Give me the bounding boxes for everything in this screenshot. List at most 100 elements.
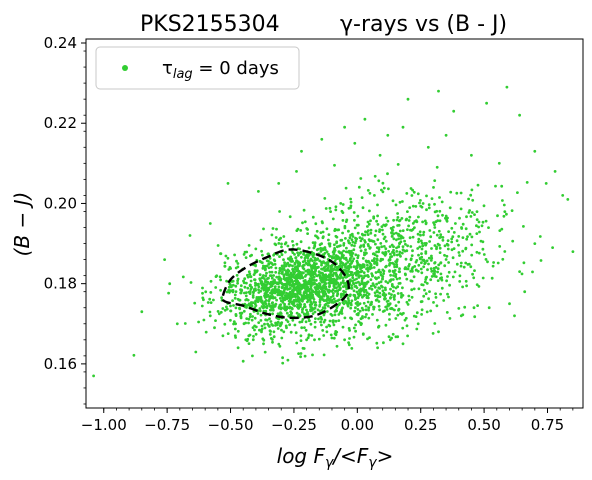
chart-title-right: γ-rays vs (B - J) [340, 12, 507, 37]
data-point [310, 281, 313, 285]
data-point [216, 310, 220, 313]
data-point [481, 220, 485, 224]
data-point [444, 133, 448, 137]
data-point [481, 247, 485, 251]
data-point [349, 197, 352, 201]
data-point [366, 294, 369, 298]
data-point [355, 273, 358, 277]
data-point [477, 251, 481, 255]
x-tick-label: 0.00 [341, 416, 374, 434]
data-point [420, 247, 424, 251]
data-point [370, 300, 373, 304]
data-point [395, 258, 399, 261]
data-point [418, 230, 422, 234]
data-point [357, 280, 360, 284]
data-point [462, 265, 466, 269]
data-point [360, 266, 364, 269]
data-point [344, 281, 348, 285]
data-point [273, 287, 277, 290]
data-point [283, 304, 286, 308]
data-point [470, 235, 474, 239]
data-point [406, 210, 409, 214]
data-point [388, 318, 391, 321]
data-point [416, 192, 420, 196]
data-point [234, 290, 238, 293]
data-point [440, 200, 444, 204]
data-point [289, 314, 293, 317]
data-point [358, 289, 361, 292]
data-point [383, 224, 387, 228]
data-point [417, 215, 420, 219]
data-point [374, 229, 378, 233]
data-point [433, 269, 436, 272]
data-point [289, 277, 292, 280]
data-point [248, 283, 252, 287]
data-point [436, 279, 440, 282]
data-point [360, 269, 364, 273]
data-point [314, 317, 317, 320]
data-point [357, 320, 360, 323]
data-point [239, 314, 243, 318]
data-point [326, 304, 330, 308]
data-point [322, 320, 326, 324]
data-point [269, 291, 272, 295]
data-point [330, 264, 334, 268]
data-point [219, 288, 223, 292]
y-tick-label: 0.16 [44, 355, 77, 373]
data-point [391, 332, 395, 336]
data-point [317, 337, 321, 341]
data-point [438, 209, 442, 213]
data-point [319, 271, 323, 275]
data-point [339, 283, 342, 286]
data-point [425, 242, 428, 245]
data-point [339, 257, 342, 261]
data-point [561, 194, 565, 197]
data-point [311, 289, 314, 293]
data-point [332, 256, 336, 259]
data-point [398, 250, 402, 254]
data-point [368, 336, 371, 339]
data-point [333, 227, 337, 231]
data-point [239, 291, 243, 295]
data-point [282, 330, 286, 334]
data-point [288, 323, 291, 327]
data-point [352, 265, 356, 269]
data-point [394, 203, 398, 207]
data-point [259, 319, 263, 322]
data-point [328, 242, 332, 246]
data-point [383, 235, 387, 239]
data-point [430, 254, 433, 258]
data-point [312, 261, 316, 265]
data-point [325, 310, 329, 313]
data-point [336, 299, 339, 303]
data-point [439, 292, 442, 296]
data-point [395, 265, 399, 269]
data-point [234, 266, 238, 270]
data-point [261, 267, 265, 270]
data-point [380, 225, 384, 229]
data-point [388, 263, 391, 267]
data-point [321, 236, 325, 240]
data-point [265, 259, 269, 263]
data-point [398, 242, 401, 246]
data-point [350, 347, 354, 350]
data-point [277, 182, 281, 185]
data-point [449, 190, 453, 194]
data-point [381, 232, 385, 236]
data-point [467, 197, 470, 201]
data-point [320, 242, 323, 246]
data-point [197, 320, 201, 324]
data-point [433, 202, 436, 206]
data-point [392, 289, 395, 293]
data-point [353, 296, 357, 299]
data-point [251, 326, 255, 329]
data-point [361, 315, 364, 318]
data-point [300, 284, 304, 288]
data-point [411, 222, 415, 225]
data-point [334, 271, 338, 275]
data-point [399, 312, 402, 315]
data-point [311, 353, 314, 357]
data-point [318, 303, 322, 306]
data-point [377, 300, 381, 303]
data-point [315, 283, 319, 286]
